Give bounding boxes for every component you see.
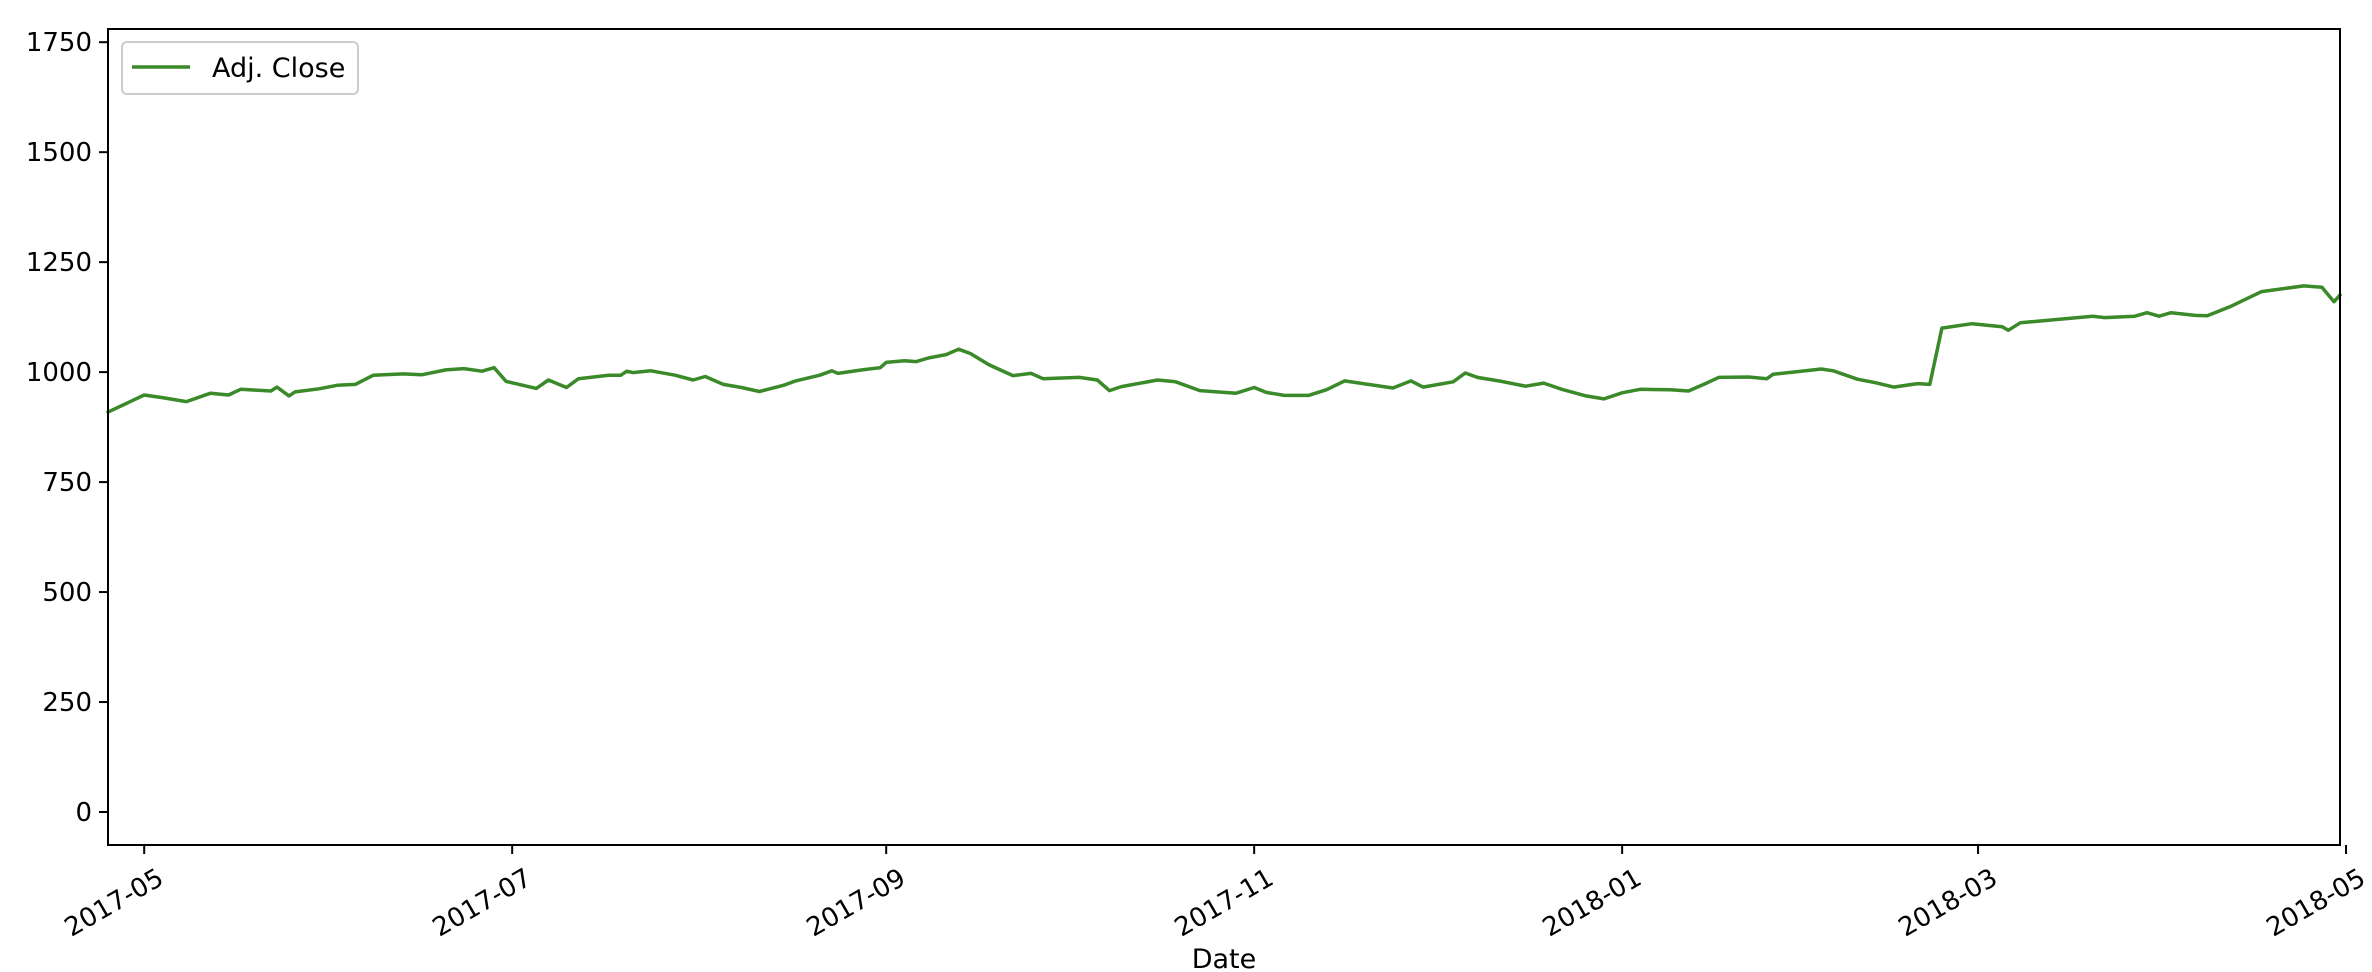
y-tick-label: 1750 — [26, 28, 92, 58]
y-tick-label: 1000 — [26, 358, 92, 388]
y-tick-label: 1250 — [26, 248, 92, 278]
x-axis-label: Date — [1192, 944, 1257, 972]
legend-box — [121, 41, 359, 95]
y-tick-label: 750 — [42, 468, 92, 498]
y-axis: 0 250 500 750 1000 1250 1500 1750 — [26, 28, 108, 828]
plot-frame — [107, 28, 2341, 846]
y-tick-label: 0 — [75, 798, 92, 828]
y-tick-label: 250 — [42, 688, 92, 718]
y-tick-label: 500 — [42, 578, 92, 608]
series-layer — [106, 284, 2342, 414]
legend: Adj. Close — [121, 41, 359, 95]
legend-label-adj-close: Adj. Close — [212, 53, 345, 84]
y-tick-label: 1500 — [26, 138, 92, 168]
series-line-adj-close — [106, 284, 2342, 414]
